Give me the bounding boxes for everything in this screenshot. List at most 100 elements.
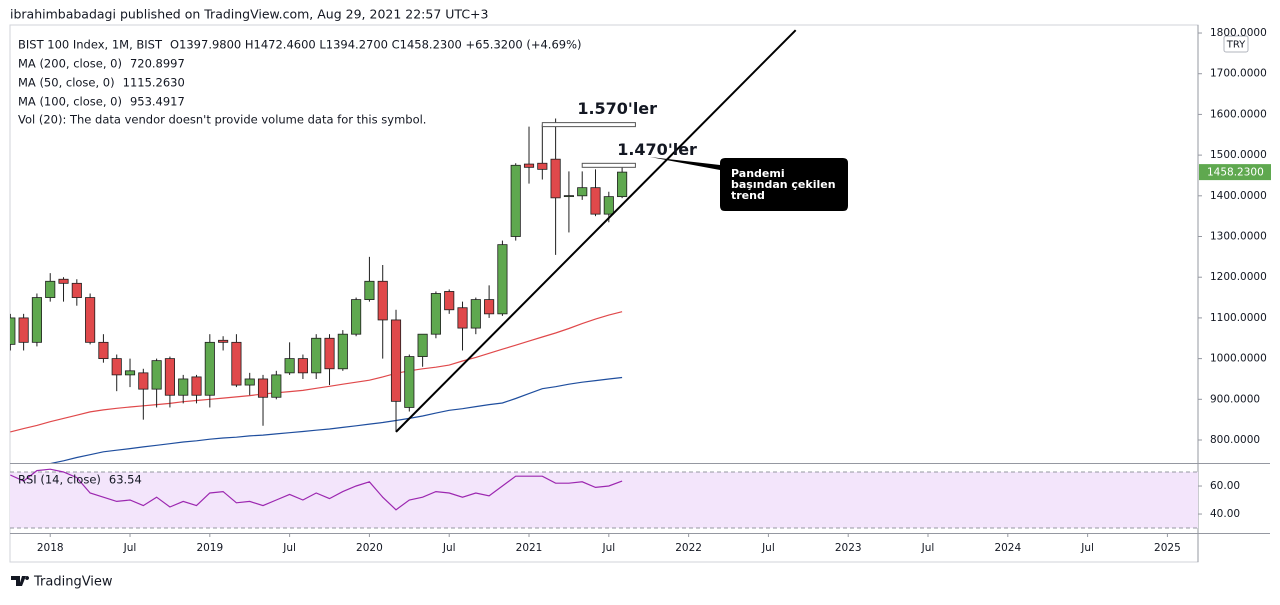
level-label: 1.470'ler [617,140,697,159]
level-label: 1.570'ler [577,99,657,118]
ma-legend-value: 1115.2630 [123,76,185,90]
candle-body [364,280,375,300]
candle-body [191,376,202,396]
candle-body [351,299,362,335]
candle-body [444,291,455,311]
x-tick-label: Jul [921,542,935,554]
candle-body [218,339,229,343]
x-tick-label: 2018 [37,542,64,554]
rsi-line [10,468,623,511]
y-tick-label: 1300.0000 [1210,231,1267,243]
y-tick-label: 1700.0000 [1210,68,1267,80]
ma-legend-name: MA (200, close, 0) [18,57,122,71]
x-tick-label: 2020 [356,542,383,554]
candle-body [271,374,282,398]
price-pane [10,29,797,463]
y-tick-label: 1000.0000 [1210,353,1267,365]
ma-legend-name: MA (100, close, 0) [18,95,122,109]
currency: TRY [1226,40,1246,51]
candle-body [284,358,295,374]
candle-body [484,299,495,315]
candle-body [617,171,628,198]
rsi-tick-label: 40.00 [1210,508,1240,520]
callout-text: Pandemi [731,167,785,180]
x-tick-label: Jul [1080,542,1094,554]
candle-body [257,378,269,398]
last-price-label: 1458.2300 [1207,167,1264,179]
candle-body [497,244,508,315]
candle-body [18,317,29,343]
ma-legend-value: 953.4917 [130,95,185,109]
candle-body [297,358,308,374]
x-tick-label: Jul [761,542,775,554]
candle-body [244,378,255,386]
candle-body [337,333,348,370]
candle-body [550,158,561,199]
candle-body [58,278,69,284]
candle-body [324,337,335,370]
symbol: BIST 100 Index, 1M, BIST [18,38,163,52]
x-tick-label: Jul [282,542,296,554]
candle-body [124,370,136,376]
candle-body [470,299,481,329]
x-tick-label: 2022 [675,542,702,554]
y-tick-label: 900.0000 [1210,393,1260,405]
last-price-badge [1199,164,1271,181]
candle-body [31,297,42,343]
rsi-legend-value: 63.54 [109,473,142,487]
candle-body [111,358,122,376]
rsi-tick-label: 60.00 [1210,480,1240,492]
candle-body [590,187,601,215]
callout-text: başından çekilen [731,178,836,191]
candle-body [577,187,588,197]
candle-body [85,297,96,343]
x-tick-label: Jul [123,542,137,554]
footer-brand: TradingView [33,575,113,590]
x-tick-label: 2021 [516,542,543,554]
x-tick-label: 2025 [1154,542,1181,554]
candle-body [510,164,521,237]
candle-body [537,162,548,170]
currency-badge [1223,35,1249,53]
candle-body [390,319,402,402]
candle-body [563,195,574,198]
level-box [541,122,636,128]
x-tick-label: Jul [442,542,456,554]
rsi-legend-name: RSI (14, close) [18,473,101,487]
trend-line [395,29,797,433]
x-tick-label: Jul [601,542,615,554]
x-tick-label: 2019 [196,542,223,554]
x-tick-label: 2023 [835,542,862,554]
candle-body [138,372,149,390]
y-tick-label: 1600.0000 [1210,108,1267,120]
level-box [581,162,636,168]
ma-line [10,311,623,433]
candle-body [311,337,322,374]
y-tick-label: 1200.0000 [1210,271,1267,283]
rsi-pane [10,468,1198,529]
candle-body [603,196,614,215]
candle-body [151,360,162,390]
candle-body [377,280,388,321]
candle-body [417,333,428,357]
published-line: ibrahimbabadagi published on TradingView… [10,7,488,22]
candle-body [98,341,109,360]
candle-body [178,378,189,396]
y-tick-label: 1500.0000 [1210,149,1267,161]
ma-line [50,376,623,463]
candle-body [45,280,56,298]
rsi-band [10,472,1198,529]
x-tick-label: 2024 [994,542,1021,554]
candle-body [71,282,82,298]
candle-body [10,317,16,345]
y-tick-label: 1800.0000 [1210,27,1267,39]
candle-body [523,163,535,168]
candle-body [231,341,242,386]
y-tick-label: 1400.0000 [1210,190,1267,202]
ma-legend-value: 720.8997 [130,57,185,71]
candle-body [457,307,468,329]
ma-legend-name: MA (50, close, 0) [18,76,115,90]
candle-body [204,341,215,396]
candle-body [430,293,441,335]
